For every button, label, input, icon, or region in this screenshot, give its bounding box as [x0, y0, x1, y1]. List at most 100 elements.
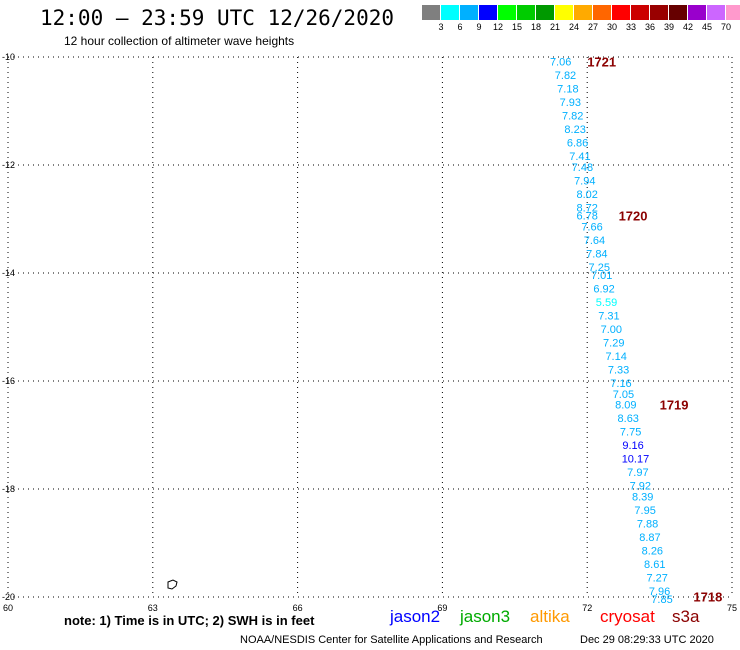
satellite-legend-item: s3a: [672, 607, 700, 626]
wave-height-value: 7.88: [637, 518, 658, 530]
wave-height-value: 6.92: [593, 284, 614, 296]
color-scale-label: 33: [625, 22, 637, 32]
wave-height-value: 7.29: [603, 338, 624, 350]
wave-height-value: 7.85: [651, 594, 672, 606]
wave-height-value: 8.72: [576, 203, 597, 215]
units-note: note: 1) Time is in UTC; 2) SWH is in fe…: [64, 613, 315, 628]
wave-height-value: 7.82: [562, 111, 583, 123]
generated-timestamp: Dec 29 08:29:33 UTC 2020: [580, 634, 714, 646]
pass-time-label: 1719: [660, 398, 689, 413]
wave-height-value: 7.92: [630, 481, 651, 493]
wave-height-value: 7.33: [608, 365, 629, 377]
color-swatch: [536, 5, 555, 20]
color-swatch: [669, 5, 688, 20]
color-swatch: [688, 5, 707, 20]
wave-height-value: 8.26: [642, 545, 663, 557]
color-scale-label: 36: [644, 22, 656, 32]
wave-height-value: 7.94: [574, 176, 595, 188]
color-swatch: [441, 5, 460, 20]
lon-tick-label: 69: [437, 603, 447, 613]
wave-height-value: 7.97: [627, 467, 648, 479]
color-scale-label: 42: [682, 22, 694, 32]
color-scale-label: 21: [549, 22, 561, 32]
island-outline: [167, 579, 178, 590]
satellite-legend-item: cryosat: [600, 607, 655, 626]
satellite-legend-item: jason2: [390, 607, 441, 626]
color-swatch: [517, 5, 536, 20]
color-scale-label: 15: [511, 22, 523, 32]
page-subtitle: 12 hour collection of altimeter wave hei…: [64, 34, 295, 48]
lon-tick-label: 72: [582, 603, 592, 613]
color-scale-label: 12: [492, 22, 504, 32]
color-swatch: [460, 5, 479, 20]
wave-height-value: 7.41: [569, 151, 590, 163]
wave-height-value: 8.61: [644, 559, 665, 571]
wave-height-value: 8.09: [615, 400, 636, 412]
wave-height-value: 5.59: [596, 297, 617, 309]
lat-tick-label: -14: [2, 268, 15, 278]
wave-height-value: 7.96: [649, 586, 670, 598]
lat-tick-label: -10: [2, 52, 15, 62]
color-scale: [422, 5, 740, 21]
wave-height-value: 7.95: [634, 505, 655, 517]
color-scale-label: 24: [568, 22, 580, 32]
credit-line: NOAA/NESDIS Center for Satellite Applica…: [240, 634, 543, 646]
pass-time-label: 1721: [587, 55, 616, 70]
wave-height-value: 7.82: [555, 70, 576, 82]
color-scale-label: 70: [720, 22, 732, 32]
wave-height-value: 7.01: [591, 270, 612, 282]
wave-height-value: 7.14: [605, 351, 626, 363]
lat-tick-label: -16: [2, 376, 15, 386]
lat-tick-label: -12: [2, 160, 15, 170]
lat-tick-label: -20: [2, 592, 15, 602]
lon-tick-label: 66: [293, 603, 303, 613]
wave-height-value: 8.63: [618, 413, 639, 425]
color-scale-label: 3: [438, 22, 444, 32]
wave-height-value: 8.87: [639, 532, 660, 544]
wave-height-value: 7.93: [560, 97, 581, 109]
color-swatch: [498, 5, 517, 20]
color-scale-label: 45: [701, 22, 713, 32]
wave-height-value: 7.16: [610, 378, 631, 390]
wave-height-value: 6.78: [576, 211, 597, 223]
wave-height-value: 8.39: [632, 491, 653, 503]
wave-height-value: 7.25: [589, 262, 610, 274]
wave-height-value: 7.64: [584, 235, 605, 247]
lon-tick-label: 63: [148, 603, 158, 613]
pass-time-label: 1720: [619, 209, 648, 224]
wave-height-value: 7.00: [601, 324, 622, 336]
wave-height-value: 7.75: [620, 427, 641, 439]
wave-height-value: 9.16: [622, 440, 643, 452]
color-swatch: [574, 5, 593, 20]
wave-height-value: 7.18: [557, 84, 578, 96]
pass-time-label: 1718: [693, 589, 722, 604]
color-swatch: [726, 5, 740, 20]
color-swatch: [555, 5, 574, 20]
wave-height-value: 7.05: [613, 389, 634, 401]
color-scale-label: 27: [587, 22, 599, 32]
wave-height-value: 8.23: [564, 124, 585, 136]
lon-tick-label: 60: [3, 603, 13, 613]
color-swatch: [479, 5, 498, 20]
color-scale-label: 18: [530, 22, 542, 32]
wave-height-value: 10.17: [622, 454, 650, 466]
color-scale-label: 9: [476, 22, 482, 32]
color-swatch: [707, 5, 726, 20]
color-swatch: [422, 5, 441, 20]
wave-height-value: 7.48: [572, 162, 593, 174]
color-swatch: [650, 5, 669, 20]
wave-height-value: 8.02: [576, 189, 597, 201]
color-swatch: [631, 5, 650, 20]
color-scale-label: 6: [457, 22, 463, 32]
color-swatch: [612, 5, 631, 20]
satellite-legend-item: jason3: [460, 607, 511, 626]
wave-height-value: 7.31: [598, 311, 619, 323]
lon-tick-label: 75: [727, 603, 737, 613]
wave-height-value: 7.66: [581, 221, 602, 233]
color-scale-label: 39: [663, 22, 675, 32]
page-title: 12:00 – 23:59 UTC 12/26/2020: [40, 6, 395, 30]
color-swatch: [593, 5, 612, 20]
lat-tick-label: -18: [2, 484, 15, 494]
satellite-legend-item: altika: [530, 607, 570, 626]
